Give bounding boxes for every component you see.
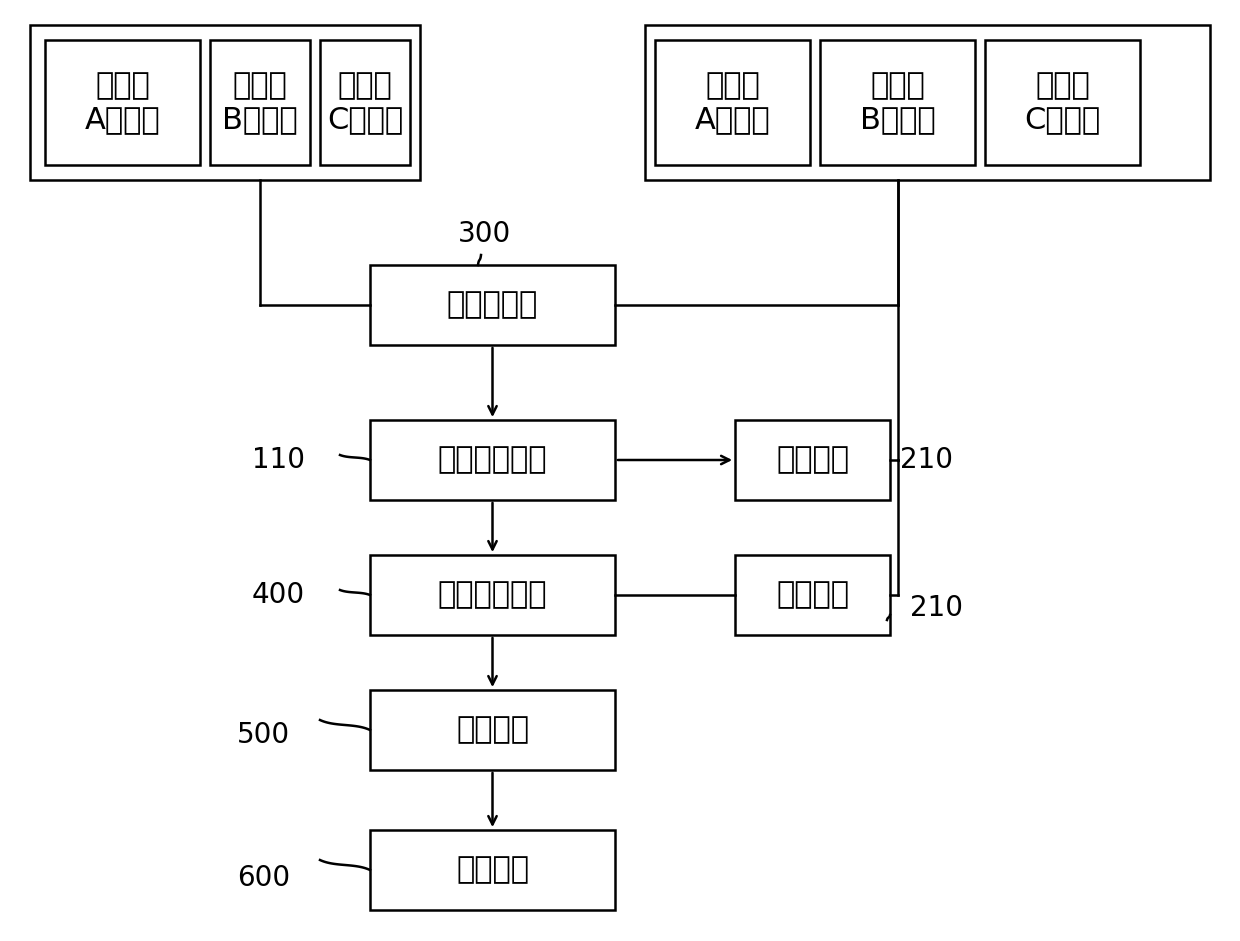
Bar — [370, 265, 615, 345]
Bar — [370, 420, 615, 500]
Text: 210: 210 — [910, 594, 963, 622]
Bar — [30, 25, 420, 180]
Text: 400: 400 — [252, 581, 305, 609]
Bar — [370, 690, 615, 770]
Bar — [985, 40, 1140, 165]
Text: 避雷器
A相电压: 避雷器 A相电压 — [694, 72, 770, 134]
Text: 无线模块: 无线模块 — [776, 581, 849, 610]
Bar — [735, 555, 890, 635]
Text: 传感器模块: 传感器模块 — [446, 291, 538, 320]
Bar — [820, 40, 975, 165]
Bar — [735, 420, 890, 500]
Bar — [645, 25, 1210, 180]
Bar — [320, 40, 410, 165]
Text: 避雷器
B相电压: 避雷器 B相电压 — [859, 72, 935, 134]
Text: 避雷器
C相电压: 避雷器 C相电压 — [1024, 72, 1101, 134]
Text: 电源模块: 电源模块 — [456, 855, 529, 885]
Bar — [370, 555, 615, 635]
Text: 无线模块: 无线模块 — [776, 445, 849, 474]
Text: 主控模块: 主控模块 — [456, 715, 529, 744]
Text: 210: 210 — [900, 446, 954, 474]
Bar — [45, 40, 200, 165]
Text: 避雷器
B相电流: 避雷器 B相电流 — [222, 72, 298, 134]
Text: 信号处理模块: 信号处理模块 — [438, 581, 547, 610]
Text: 避雷器
A相电流: 避雷器 A相电流 — [84, 72, 160, 134]
Bar — [210, 40, 310, 165]
Text: 模数转换模块: 模数转换模块 — [438, 445, 547, 474]
Bar — [370, 830, 615, 910]
Text: 600: 600 — [237, 864, 290, 892]
Text: 300: 300 — [459, 220, 512, 248]
Text: 110: 110 — [252, 446, 305, 474]
Text: 500: 500 — [237, 721, 290, 749]
Bar — [655, 40, 810, 165]
Text: 避雷器
C相电流: 避雷器 C相电流 — [327, 72, 403, 134]
